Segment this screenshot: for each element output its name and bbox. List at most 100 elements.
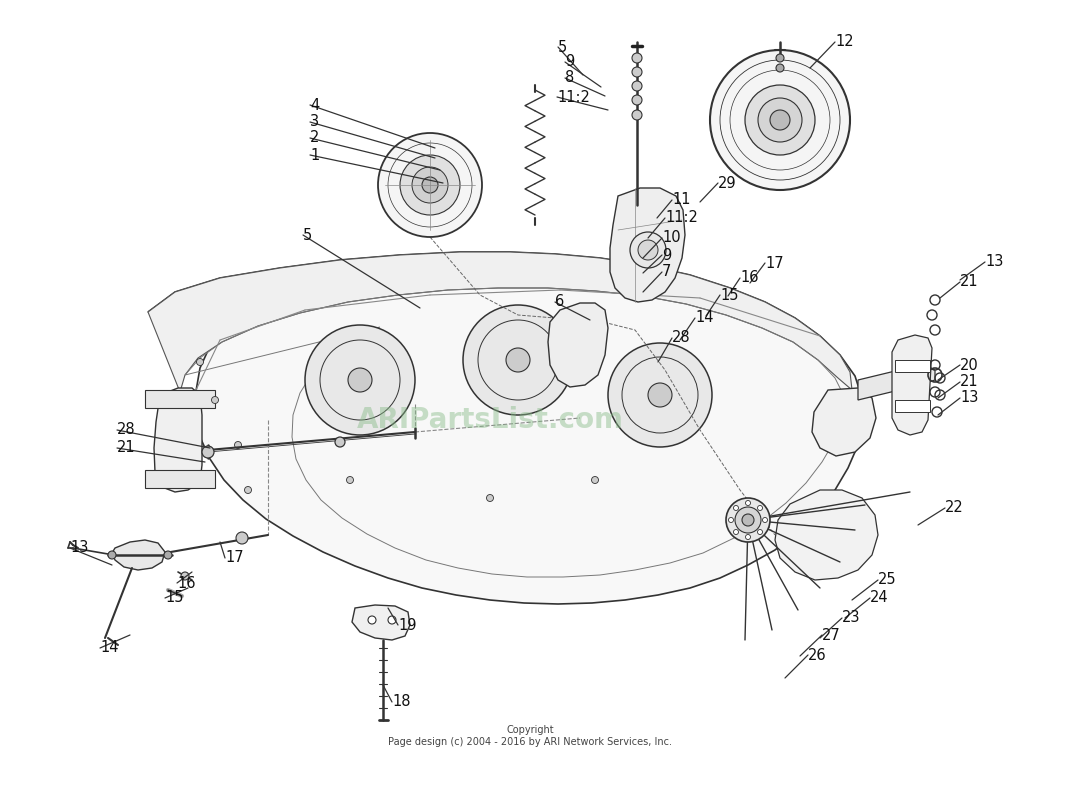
Circle shape — [632, 110, 642, 120]
Text: 24: 24 — [870, 591, 889, 605]
Text: 11:2: 11:2 — [665, 210, 697, 225]
Text: 7: 7 — [662, 264, 672, 279]
Circle shape — [745, 85, 815, 155]
Circle shape — [630, 232, 666, 268]
Text: 21: 21 — [960, 274, 978, 290]
Text: 12: 12 — [835, 35, 853, 50]
Text: 16: 16 — [177, 576, 195, 591]
Circle shape — [388, 616, 396, 624]
Circle shape — [335, 437, 345, 447]
Text: 11:2: 11:2 — [557, 89, 590, 104]
Circle shape — [710, 50, 850, 190]
Text: 29: 29 — [718, 176, 737, 191]
Text: 13: 13 — [960, 391, 978, 406]
Text: 14: 14 — [100, 641, 119, 656]
Text: 2: 2 — [310, 131, 319, 146]
Polygon shape — [610, 188, 685, 302]
Text: 16: 16 — [740, 271, 758, 286]
Circle shape — [400, 155, 460, 215]
Circle shape — [770, 110, 790, 130]
Circle shape — [757, 529, 763, 535]
Circle shape — [776, 64, 784, 72]
Text: 27: 27 — [822, 627, 841, 642]
Bar — [895, 360, 930, 372]
Polygon shape — [548, 303, 608, 387]
Circle shape — [632, 53, 642, 63]
Text: 6: 6 — [555, 294, 564, 309]
Circle shape — [464, 305, 574, 415]
Circle shape — [180, 572, 189, 580]
Circle shape — [378, 133, 482, 237]
Circle shape — [235, 441, 241, 448]
Circle shape — [638, 240, 658, 260]
Polygon shape — [154, 388, 202, 492]
Circle shape — [197, 358, 204, 365]
Polygon shape — [858, 365, 934, 400]
Circle shape — [632, 95, 642, 105]
Circle shape — [412, 167, 447, 203]
Bar — [145, 390, 215, 408]
Text: 10: 10 — [662, 230, 680, 245]
Circle shape — [202, 446, 214, 458]
Text: 28: 28 — [672, 331, 691, 346]
Circle shape — [346, 476, 354, 483]
Text: 13: 13 — [70, 540, 89, 555]
Circle shape — [608, 343, 712, 447]
Circle shape — [632, 81, 642, 91]
Circle shape — [368, 616, 376, 624]
Text: 20: 20 — [960, 358, 978, 373]
Text: 28: 28 — [117, 422, 136, 437]
Circle shape — [763, 517, 768, 523]
Circle shape — [305, 325, 415, 435]
Circle shape — [726, 498, 770, 542]
Circle shape — [487, 494, 493, 501]
Circle shape — [211, 396, 219, 403]
Circle shape — [745, 535, 751, 539]
Circle shape — [245, 486, 251, 494]
Text: 18: 18 — [392, 694, 410, 710]
Circle shape — [632, 67, 642, 77]
Circle shape — [735, 507, 761, 533]
Circle shape — [592, 476, 598, 483]
Circle shape — [506, 348, 530, 372]
Text: 15: 15 — [164, 591, 184, 605]
Circle shape — [745, 501, 751, 505]
Text: 5: 5 — [303, 228, 312, 243]
Circle shape — [236, 532, 248, 544]
Circle shape — [757, 505, 763, 510]
Text: 4: 4 — [310, 97, 319, 112]
Text: ARIPartsList.com: ARIPartsList.com — [357, 406, 624, 434]
Circle shape — [348, 368, 372, 392]
Text: 5: 5 — [557, 40, 567, 55]
Text: 17: 17 — [765, 255, 784, 271]
Circle shape — [776, 54, 784, 62]
Text: 25: 25 — [878, 573, 897, 588]
Text: 13: 13 — [985, 255, 1003, 270]
Text: 22: 22 — [945, 501, 963, 516]
Text: 17: 17 — [225, 551, 244, 566]
Polygon shape — [775, 490, 878, 580]
Text: Page design (c) 2004 - 2016 by ARI Network Services, Inc.: Page design (c) 2004 - 2016 by ARI Netwo… — [388, 737, 672, 747]
Text: 9: 9 — [662, 248, 672, 263]
Text: 19: 19 — [398, 618, 417, 633]
Text: 9: 9 — [565, 55, 575, 70]
Circle shape — [648, 383, 672, 407]
Text: 1: 1 — [310, 147, 319, 162]
Polygon shape — [892, 335, 932, 435]
Text: Copyright: Copyright — [506, 725, 554, 735]
Circle shape — [164, 551, 172, 559]
Bar — [895, 400, 930, 412]
Text: 21: 21 — [117, 441, 136, 456]
Bar — [145, 470, 215, 488]
Circle shape — [108, 551, 116, 559]
Text: 3: 3 — [310, 115, 319, 130]
Polygon shape — [148, 252, 852, 392]
Text: 14: 14 — [695, 311, 713, 326]
Circle shape — [742, 514, 754, 526]
Text: 21: 21 — [960, 374, 978, 389]
Circle shape — [422, 177, 438, 193]
Polygon shape — [812, 388, 876, 456]
Polygon shape — [112, 540, 164, 570]
Circle shape — [758, 98, 802, 142]
Polygon shape — [352, 605, 410, 640]
